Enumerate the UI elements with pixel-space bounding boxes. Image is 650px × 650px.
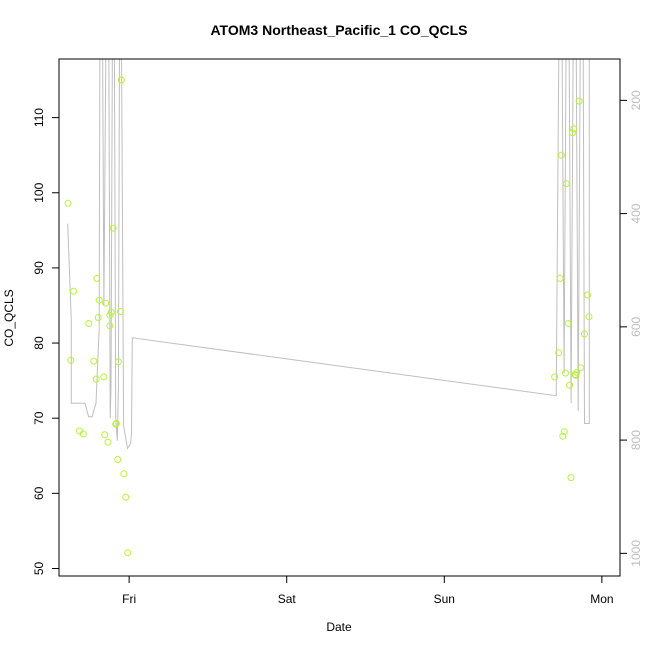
data-point [564,320,572,327]
y2-tick-label: 800 [629,430,643,450]
data-point [106,322,114,330]
y-tick-label: 50 [32,561,46,575]
series-line [67,59,590,450]
data-point [555,349,563,357]
data-point [92,375,100,383]
data-point [64,199,72,207]
data-point [560,428,568,436]
y-tick-label: 110 [32,108,46,127]
data-point [571,371,579,379]
data-point [101,431,109,439]
chart-title: ATOM3 Northeast_Pacific_1 CO_QCLS [210,22,467,38]
x-tick-label: Mon [590,592,613,606]
data-point [114,456,122,463]
data-point [556,274,564,282]
data-point [567,474,575,482]
data-point [85,320,93,327]
x-tick-label: Sat [278,592,297,606]
y-tick-label: 100 [32,182,46,202]
y-tick-label: 60 [32,486,46,500]
x-axis: Fri Sat Sun Mon [122,576,614,606]
data-point [117,308,124,315]
data-point [585,313,593,321]
data-point [114,358,122,366]
x-axis-label: Date [326,620,352,634]
plot-frame [58,58,621,577]
data-point [562,369,569,377]
data-point [575,97,583,105]
y-axis-right: 200 400 600 800 1000 [620,90,643,567]
y2-tick-label: 200 [629,90,643,110]
data-point [120,470,128,478]
data-point [93,274,101,282]
data-point [584,291,591,299]
data-point [95,296,103,304]
data-point [122,493,130,501]
data-point [572,371,580,379]
data-point [90,357,98,365]
x-tick-label: Fri [122,592,136,606]
points-layer [64,76,593,557]
data-point [117,76,125,84]
y2-tick-label: 400 [629,203,643,223]
data-point [124,549,132,557]
data-point [79,430,87,438]
data-point [94,314,102,321]
data-point [562,180,570,188]
data-point [573,368,581,376]
data-point [112,420,120,427]
data-point [107,308,115,316]
data-point [577,364,585,372]
lines-layer [67,59,590,450]
data-point [67,356,75,364]
data-point [551,373,559,381]
y-tick-label: 80 [32,336,46,350]
y2-tick-label: 1000 [629,540,643,567]
data-point [109,224,117,232]
data-point [70,287,77,295]
plot-area [64,59,593,557]
data-point [559,432,567,440]
x-tick-label: Sun [434,592,455,606]
data-point [568,129,576,137]
data-point [581,330,588,338]
data-point [112,420,120,428]
y-axis-left: 50 60 70 80 90 100 110 [32,108,59,575]
y2-tick-label: 600 [629,317,643,337]
y-axis-label: CO_QCLS [2,289,16,346]
data-point [104,438,112,446]
data-point [102,299,110,307]
data-point [566,381,574,389]
y-tick-label: 90 [32,261,46,275]
data-point [557,151,565,159]
y-tick-label: 70 [32,411,46,425]
data-point [100,373,108,381]
data-point [570,125,578,133]
